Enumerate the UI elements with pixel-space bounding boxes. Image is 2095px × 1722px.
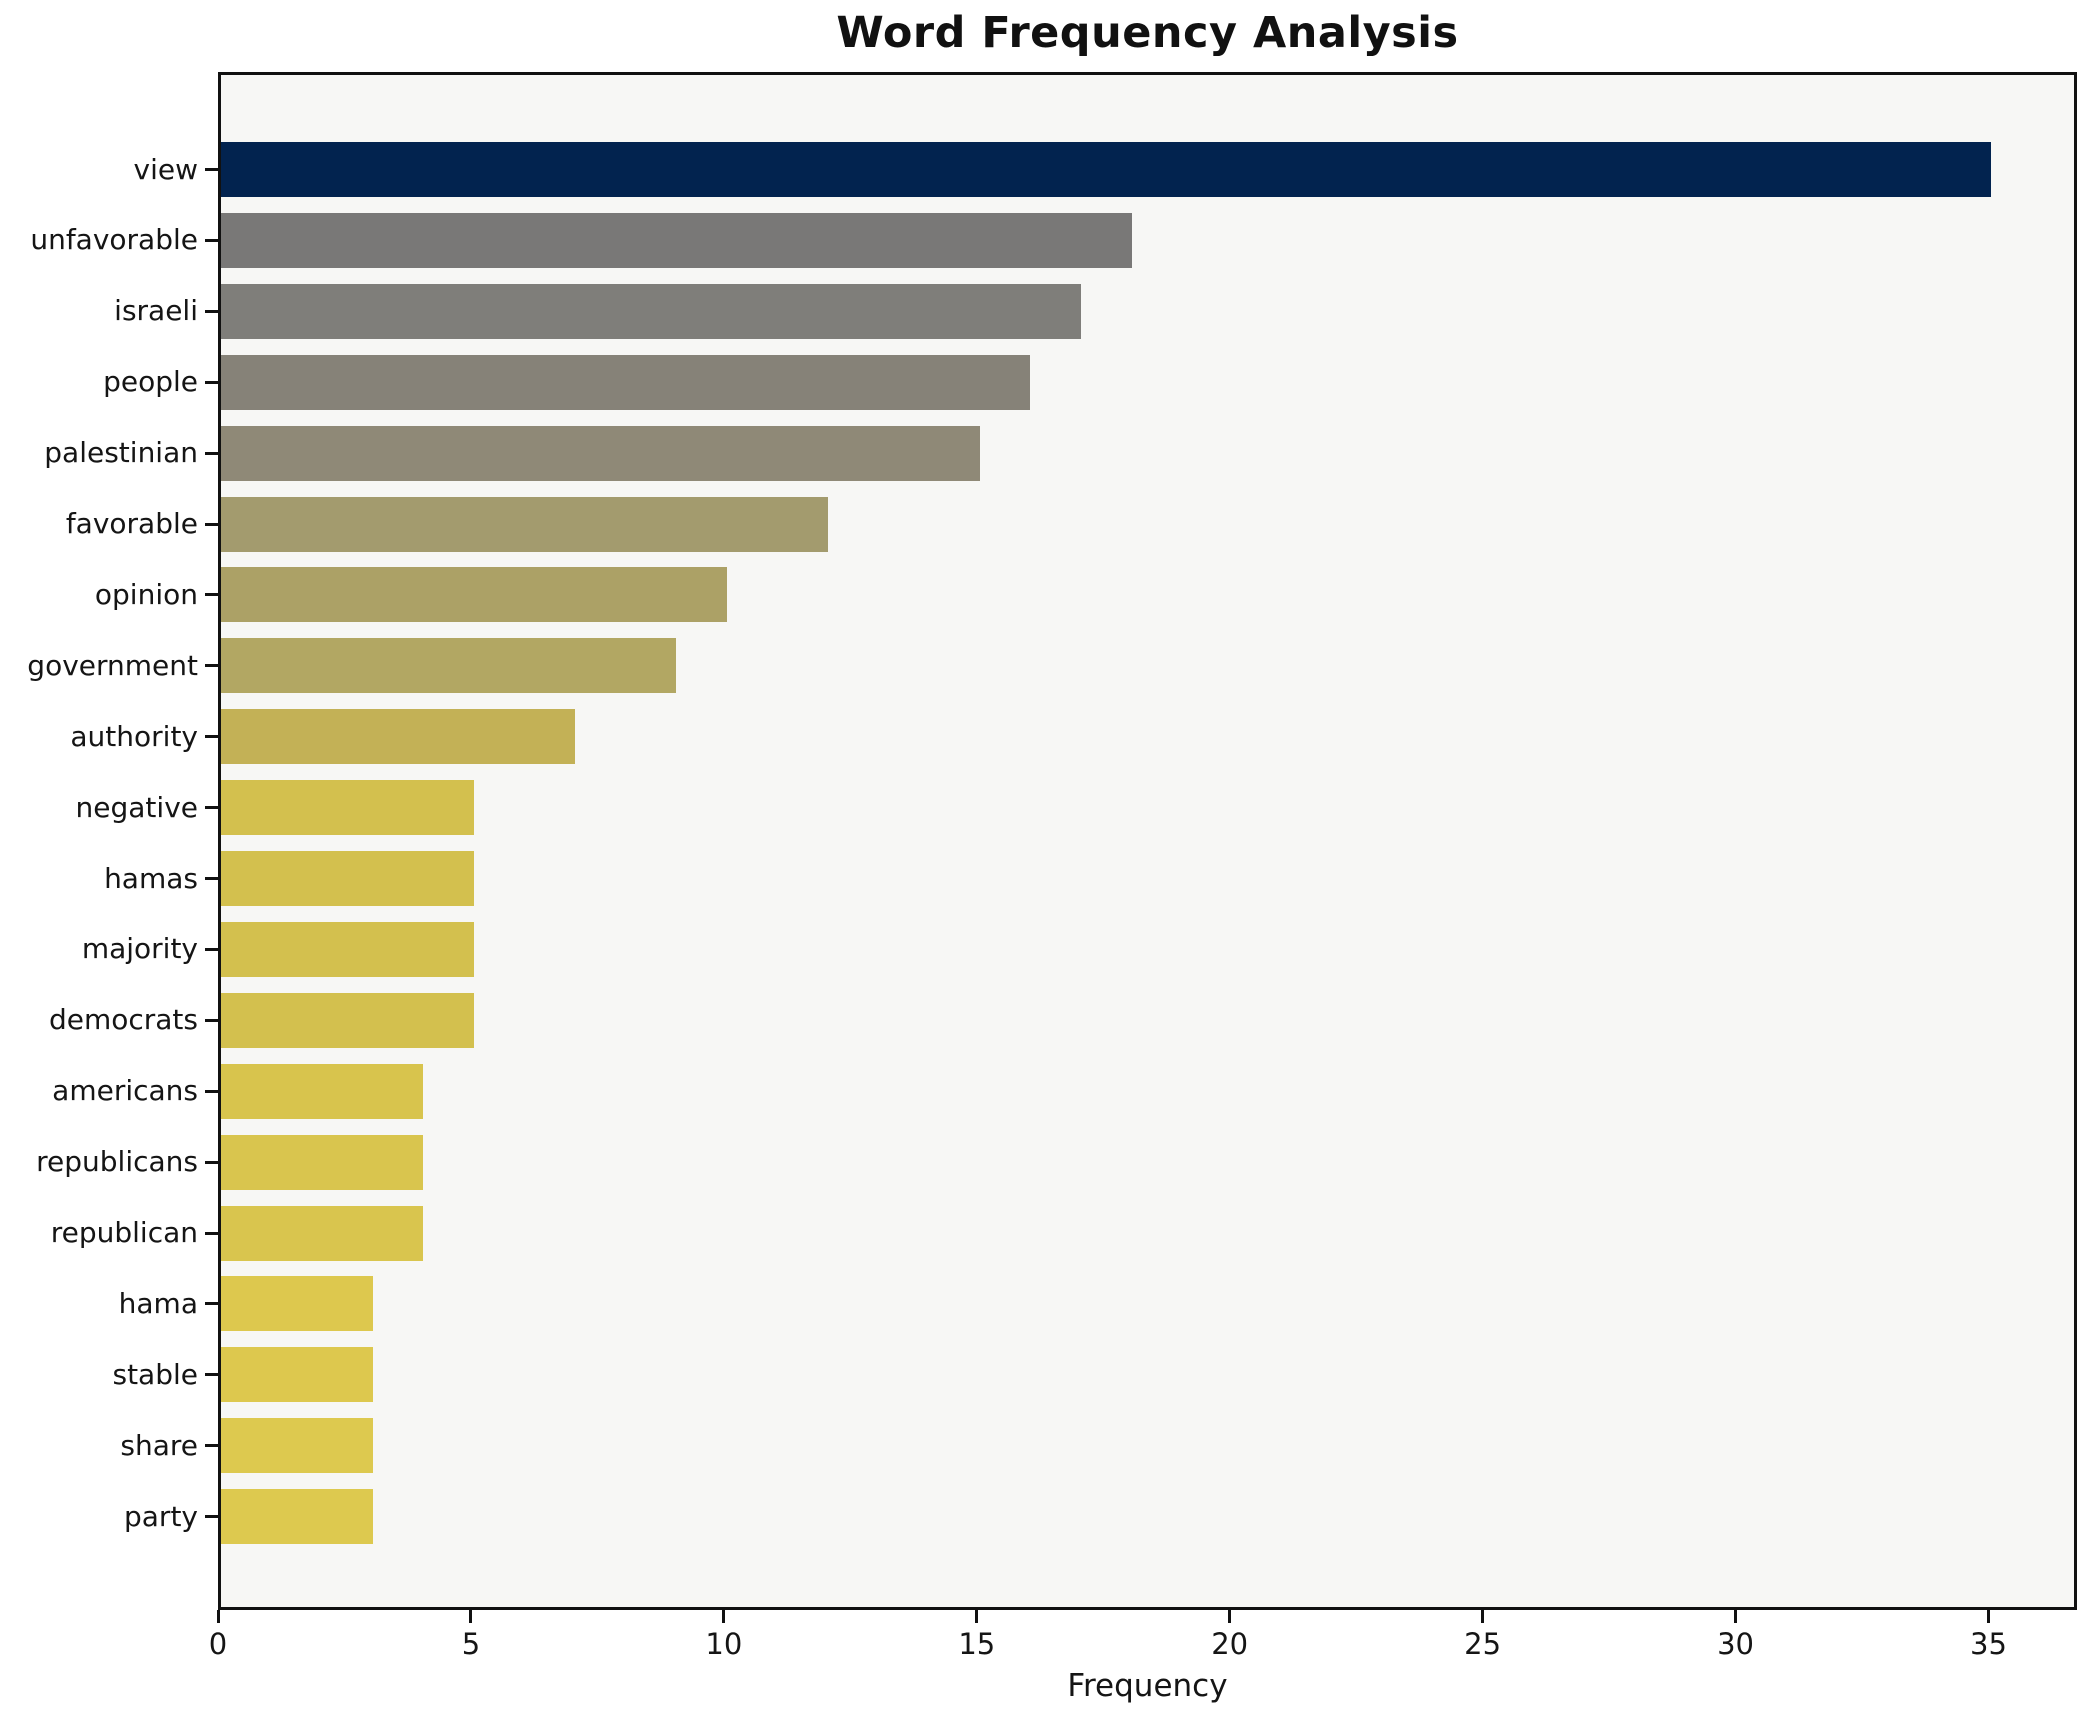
y-tick-mark [205, 1231, 218, 1235]
x-tick-label-30: 30 [1717, 1627, 1754, 1661]
y-tick-mark [205, 877, 218, 880]
y-tick-label-share: share [120, 1428, 198, 1462]
bar-stable [221, 1347, 373, 1403]
x-tick-label-0: 0 [208, 1627, 228, 1661]
y-tick-mark [205, 1444, 218, 1448]
bar-republicans [221, 1134, 424, 1190]
bar-palestinian [221, 425, 980, 481]
y-tick-label-negative: negative [75, 790, 198, 824]
y-tick-mark [205, 168, 218, 171]
y-tick-mark [205, 735, 218, 739]
bar-unfavorable [221, 212, 1132, 268]
y-tick-label-authority: authority [70, 719, 198, 753]
x-tick-mark [1228, 1610, 1232, 1623]
y-tick-mark [205, 522, 218, 526]
x-tick-mark [469, 1610, 473, 1623]
bar-americans [221, 1063, 424, 1119]
x-tick-label-35: 35 [1970, 1627, 2007, 1661]
y-tick-label-palestinian: palestinian [44, 436, 198, 470]
bar-authority [221, 709, 576, 765]
bar-democrats [221, 992, 474, 1048]
y-tick-mark [205, 806, 218, 810]
x-tick-mark [1481, 1610, 1485, 1623]
y-tick-label-hamas: hamas [104, 861, 198, 895]
x-tick-label-25: 25 [1464, 1627, 1502, 1661]
bar-negative [221, 780, 474, 836]
y-tick-label-unfavorable: unfavorable [30, 223, 198, 257]
bar-opinion [221, 567, 727, 623]
y-tick-label-stable: stable [112, 1357, 198, 1391]
bar-majority [221, 921, 474, 977]
y-tick-mark [205, 1302, 218, 1306]
y-tick-mark [205, 664, 218, 668]
plot-area [218, 72, 2077, 1610]
y-tick-label-democrats: democrats [48, 1003, 198, 1037]
x-tick-mark [975, 1610, 979, 1623]
y-tick-label-majority: majority [81, 932, 198, 966]
x-tick-label-5: 5 [461, 1627, 481, 1661]
y-tick-label-government: government [27, 648, 198, 682]
x-tick-mark [1986, 1610, 1990, 1623]
y-tick-mark [205, 238, 218, 242]
bar-republican [221, 1205, 424, 1261]
bar-government [221, 638, 677, 694]
y-tick-mark [205, 593, 218, 597]
y-tick-mark [205, 1373, 218, 1377]
bar-hama [221, 1276, 373, 1332]
y-tick-mark [205, 1160, 218, 1164]
y-tick-label-hama: hama [118, 1286, 198, 1320]
y-tick-mark [205, 451, 218, 455]
y-tick-label-view: view [133, 152, 198, 186]
y-tick-label-opinion: opinion [94, 577, 198, 611]
y-tick-label-favorable: favorable [65, 507, 198, 540]
bar-israeli [221, 283, 1081, 339]
x-tick-label-15: 15 [958, 1627, 996, 1661]
bar-party [221, 1489, 373, 1545]
y-tick-label-people: people [103, 365, 198, 399]
bar-people [221, 354, 1031, 410]
y-tick-mark [205, 380, 218, 384]
bar-hamas [221, 851, 474, 906]
bar-view [221, 142, 1992, 197]
y-tick-label-party: party [124, 1499, 198, 1533]
bar-share [221, 1418, 373, 1474]
x-tick-mark [722, 1610, 726, 1623]
y-tick-mark [205, 1018, 218, 1022]
y-tick-label-americans: americans [52, 1074, 198, 1108]
x-tick-label-20: 20 [1211, 1627, 1249, 1661]
x-tick-label-10: 10 [705, 1627, 743, 1661]
x-tick-mark [216, 1610, 220, 1623]
y-tick-mark [205, 1515, 218, 1519]
x-tick-mark [1734, 1610, 1738, 1623]
y-tick-mark [205, 309, 218, 313]
y-tick-label-republican: republican [50, 1216, 198, 1249]
y-tick-mark [205, 947, 218, 951]
x-axis-title: Frequency [1067, 1668, 1228, 1704]
y-tick-mark [205, 1089, 218, 1093]
chart-title: Word Frequency Analysis [836, 8, 1459, 58]
y-tick-label-republicans: republicans [36, 1145, 198, 1179]
bar-favorable [221, 496, 829, 552]
y-tick-label-israeli: israeli [114, 294, 198, 328]
